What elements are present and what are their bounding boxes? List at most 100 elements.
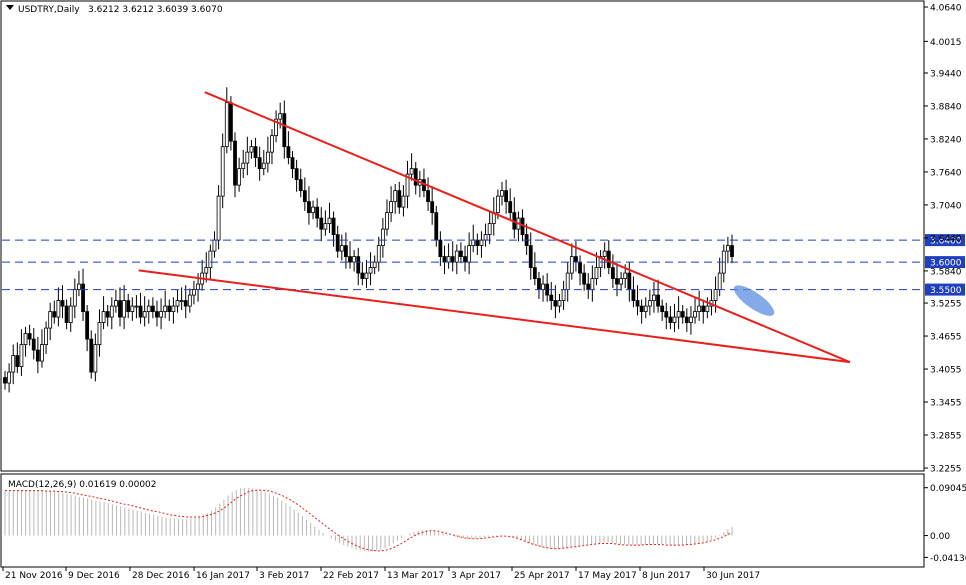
candle-body <box>220 146 225 197</box>
macd-pane-frame <box>0 473 925 568</box>
candle-body <box>101 311 106 323</box>
candle-body <box>401 195 406 208</box>
candle-body <box>265 151 270 164</box>
candle-body <box>565 272 570 290</box>
price-tick-label: 3.8840 <box>930 102 962 112</box>
candle-body <box>253 146 258 159</box>
candle-body <box>19 344 24 367</box>
candle-body <box>187 294 192 307</box>
candle-body <box>3 377 7 384</box>
candle-body <box>479 239 484 247</box>
candle-body <box>48 311 53 329</box>
level-label: 3.6000 <box>930 259 962 269</box>
candle-body <box>582 272 587 285</box>
time-tick-label: 25 Apr 2017 <box>514 571 570 581</box>
price-tick-label: 3.5255 <box>930 300 962 310</box>
candle-body <box>389 201 393 214</box>
candle-body <box>224 102 229 148</box>
candle-body <box>442 256 447 263</box>
candle-body <box>192 289 196 296</box>
price-tick-label: 3.7040 <box>930 201 962 211</box>
candle-body <box>660 305 665 312</box>
candle-body <box>623 272 628 279</box>
candle-body <box>97 322 102 345</box>
candle-body <box>693 311 697 318</box>
trendline-lower <box>138 269 851 364</box>
candle-body <box>122 300 127 318</box>
candle-body <box>118 300 122 318</box>
candle-body <box>372 261 377 269</box>
candle-body <box>31 338 36 351</box>
candle-body <box>352 256 357 263</box>
candle-body <box>635 300 640 307</box>
macd-series <box>4 487 733 552</box>
candle-body <box>77 283 81 290</box>
candle-body <box>138 305 143 318</box>
price-axis: 4.0640 4.0015 3.9440 3.8840 3.8240 3.7640 3.70… <box>924 4 962 475</box>
time-tick-label: 22 Feb 2017 <box>323 571 379 581</box>
candle-body <box>290 157 295 170</box>
level-label: 3.5500 <box>930 286 962 296</box>
ohlc-readout: 3.6212 3.6212 3.6039 3.6070 <box>88 5 223 15</box>
candle-body <box>594 267 599 279</box>
candle-body <box>713 289 718 301</box>
candle-body <box>393 190 398 203</box>
candle-body <box>504 190 508 203</box>
candle-body <box>528 245 533 269</box>
time-tick-label: 21 Nov 2016 <box>5 571 63 581</box>
candle-body <box>569 256 574 274</box>
candle-body <box>643 305 648 312</box>
candle-body <box>282 113 287 148</box>
candle-body <box>557 300 562 307</box>
candle-body <box>360 272 365 279</box>
candle-body <box>680 311 685 318</box>
macd-tick-label: -0.04136 <box>930 554 966 564</box>
candle-body <box>105 311 110 318</box>
candle-body <box>344 245 348 258</box>
candle-body <box>450 256 455 263</box>
candle-body <box>327 217 332 225</box>
candle-body <box>495 195 500 214</box>
candle-body <box>196 283 200 290</box>
candle-body <box>68 305 73 323</box>
candle-body <box>89 338 94 373</box>
candle-body <box>647 300 652 307</box>
candle-body <box>294 168 299 181</box>
time-tick-label: 13 Mar 2017 <box>387 571 444 581</box>
price-tick-label: 4.0015 <box>930 38 962 48</box>
candle-body <box>229 102 233 142</box>
candle-body <box>500 190 504 197</box>
candle-body <box>183 300 188 307</box>
candle-body <box>380 228 385 247</box>
candle-body <box>639 305 644 312</box>
collapse-arrow-icon[interactable] <box>6 5 14 10</box>
level-label-bg <box>925 283 965 296</box>
candle-body <box>315 206 320 219</box>
candle-body <box>668 316 673 323</box>
candle-body <box>689 316 693 323</box>
candle-body <box>245 151 250 164</box>
candle-body <box>15 355 20 367</box>
candle-body <box>610 267 615 279</box>
signal-line <box>5 489 733 552</box>
price-tick-label: 4.0640 <box>930 4 962 14</box>
time-tick-label: 30 Jun 2017 <box>706 571 760 581</box>
price-tick-label: 3.4655 <box>930 333 962 343</box>
candle-body <box>487 223 492 236</box>
candle-body <box>311 206 315 214</box>
candle-body <box>249 146 254 153</box>
macd-axis: 0.09045 0.00 -0.04136 <box>924 484 966 564</box>
candle-body <box>163 305 168 312</box>
candle-body <box>307 201 311 214</box>
candle-body <box>85 311 90 340</box>
candle-body <box>409 168 414 175</box>
candle-body <box>72 289 77 307</box>
candle-body <box>475 239 480 247</box>
candle-body <box>434 212 439 241</box>
candle-body <box>142 311 147 318</box>
time-tick-label: 28 Dec 2016 <box>132 571 190 581</box>
candle-body <box>274 118 278 137</box>
candle-body <box>60 300 65 307</box>
candle-body <box>730 245 734 258</box>
candle-body <box>561 289 566 301</box>
